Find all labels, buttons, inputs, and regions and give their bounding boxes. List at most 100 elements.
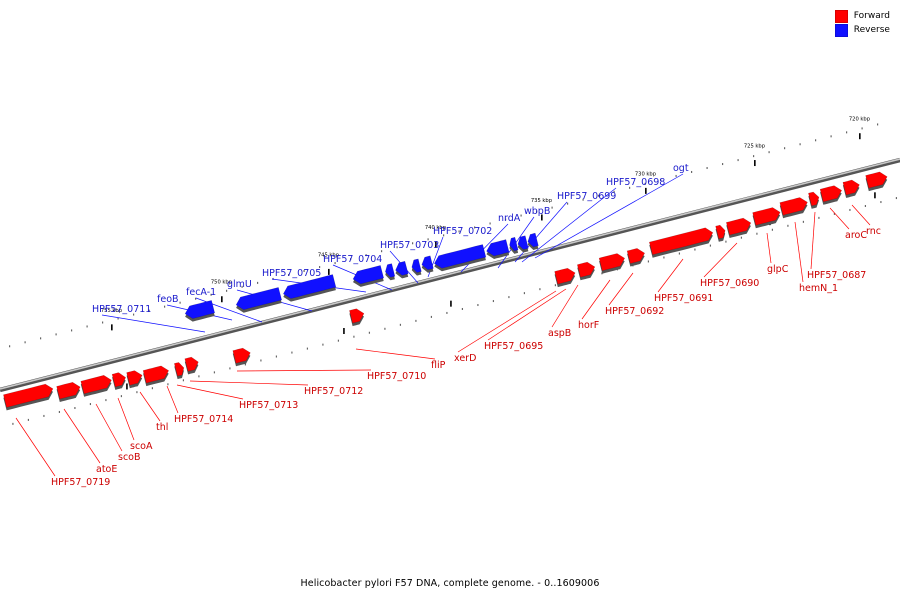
tick-major xyxy=(126,383,128,390)
tick-dot xyxy=(461,307,464,310)
tick-dot xyxy=(244,363,247,366)
tick-major xyxy=(874,192,876,199)
label-hpf57-0713: HPF57_0713 xyxy=(239,400,298,411)
tick-label: 720 kbp xyxy=(849,117,871,123)
tick-dot xyxy=(849,208,851,211)
forward-gene-hpf57-0712 xyxy=(184,356,199,372)
leader-line xyxy=(703,242,738,278)
tick-dot xyxy=(799,143,801,146)
tick-dot xyxy=(725,240,727,243)
reverse-gene-hpf57-0699 xyxy=(509,236,519,252)
legend-forward-label: Forward xyxy=(853,11,890,21)
label-hpf57-0714: HPF57_0714 xyxy=(174,414,233,425)
leader-line xyxy=(487,288,567,341)
leader-line xyxy=(657,258,684,293)
leader-line xyxy=(166,385,179,414)
tick-dot xyxy=(861,127,863,130)
label-hpf57-0703: HPF57_0703 xyxy=(380,240,439,251)
leader-line xyxy=(457,290,557,353)
tick-major xyxy=(111,324,113,331)
tick-dot xyxy=(864,204,867,207)
tick-dot xyxy=(830,135,832,138)
tick-dot xyxy=(415,319,417,322)
tick-dot xyxy=(895,197,898,200)
tick-dot xyxy=(24,341,26,344)
leader-line xyxy=(355,348,436,360)
tick-label: 740 kbp xyxy=(425,225,447,231)
label-hpf57-0695: HPF57_0695 xyxy=(484,341,543,352)
reverse-gene-hpf57-0711 xyxy=(184,300,216,319)
tick-dot xyxy=(58,410,61,413)
reverse-gene-wbpb xyxy=(486,239,510,257)
tick-dot xyxy=(523,292,526,295)
tick-dot xyxy=(489,222,491,225)
tick-dot xyxy=(117,317,119,320)
tick-dot xyxy=(771,228,774,231)
label-atoe: atoE xyxy=(96,464,117,475)
label-xerd: xerD xyxy=(454,353,476,364)
label-aspb: aspB xyxy=(548,328,571,339)
leader-line xyxy=(95,403,123,452)
label-hpf57-0699: HPF57_0699 xyxy=(557,191,616,202)
tick-dot xyxy=(306,347,309,350)
tick-dot xyxy=(101,321,104,324)
forward-gene-horf xyxy=(626,248,646,264)
tick-dot xyxy=(349,258,352,261)
label-ogt: ogt xyxy=(673,163,689,174)
tick-dot xyxy=(504,218,507,221)
label-hpf57-0687: HPF57_0687 xyxy=(807,270,866,281)
tick-dot xyxy=(446,311,448,314)
tick-dot xyxy=(74,407,76,410)
tick-dot xyxy=(644,182,646,185)
label-hemn-1: hemN_1 xyxy=(799,283,838,294)
tick-dot xyxy=(86,325,88,328)
tick-dot xyxy=(675,174,677,177)
forward-gene-aroc xyxy=(842,179,860,196)
forward-gene-hemn-1 xyxy=(808,191,820,207)
legend-reverse-label: Reverse xyxy=(853,25,890,35)
tick-label: 725 kbp xyxy=(744,144,766,150)
label-hpf57-0692: HPF57_0692 xyxy=(605,306,664,317)
leader-line xyxy=(608,272,634,306)
tick-dot xyxy=(473,226,476,229)
forward-gene-rnc xyxy=(865,171,888,189)
forward-gene-hpf57-0710 xyxy=(232,347,251,364)
tick-dot xyxy=(768,151,770,154)
label-hpf57-0691: HPF57_0691 xyxy=(654,293,713,304)
label-horf: horF xyxy=(578,320,599,331)
leader-line xyxy=(117,397,135,441)
tick-dot xyxy=(210,293,212,296)
tick-dot xyxy=(551,206,553,209)
leader-line xyxy=(176,384,244,400)
reverse-gene-nrda xyxy=(433,244,487,269)
tick-dot xyxy=(663,256,665,259)
forward-gene-flip xyxy=(349,308,365,324)
tick-dot xyxy=(12,422,14,425)
tick-dot xyxy=(601,272,603,275)
tick-dot xyxy=(241,285,243,288)
label-hpf57-0690: HPF57_0690 xyxy=(700,278,759,289)
tick-dot xyxy=(802,220,805,223)
leader-line xyxy=(63,408,101,464)
label-flip: fliP xyxy=(431,360,446,371)
forward-gene-hpf57-0713 xyxy=(173,362,185,377)
tick-dot xyxy=(384,327,386,330)
tick-dot xyxy=(814,139,817,142)
forward-gene-hpf57-0687 xyxy=(819,185,843,203)
tick-major xyxy=(754,160,756,167)
tick-dot xyxy=(442,234,445,237)
tick-dot xyxy=(880,201,882,204)
forward-gene-hpf57-0695 xyxy=(576,261,596,278)
tick-dot xyxy=(225,289,228,292)
tick-dot xyxy=(709,244,712,247)
tick-dot xyxy=(694,248,696,251)
leader-line xyxy=(766,232,772,264)
forward-gene-hpf57-0691 xyxy=(725,217,752,236)
leader-line xyxy=(236,369,372,372)
tick-dot xyxy=(213,371,216,374)
tick-dot xyxy=(151,387,154,390)
tick-dot xyxy=(179,301,181,304)
reverse-gene-feob xyxy=(235,287,283,310)
tick-dot xyxy=(89,403,92,406)
label-hpf57-0711: HPF57_0711 xyxy=(92,304,151,315)
